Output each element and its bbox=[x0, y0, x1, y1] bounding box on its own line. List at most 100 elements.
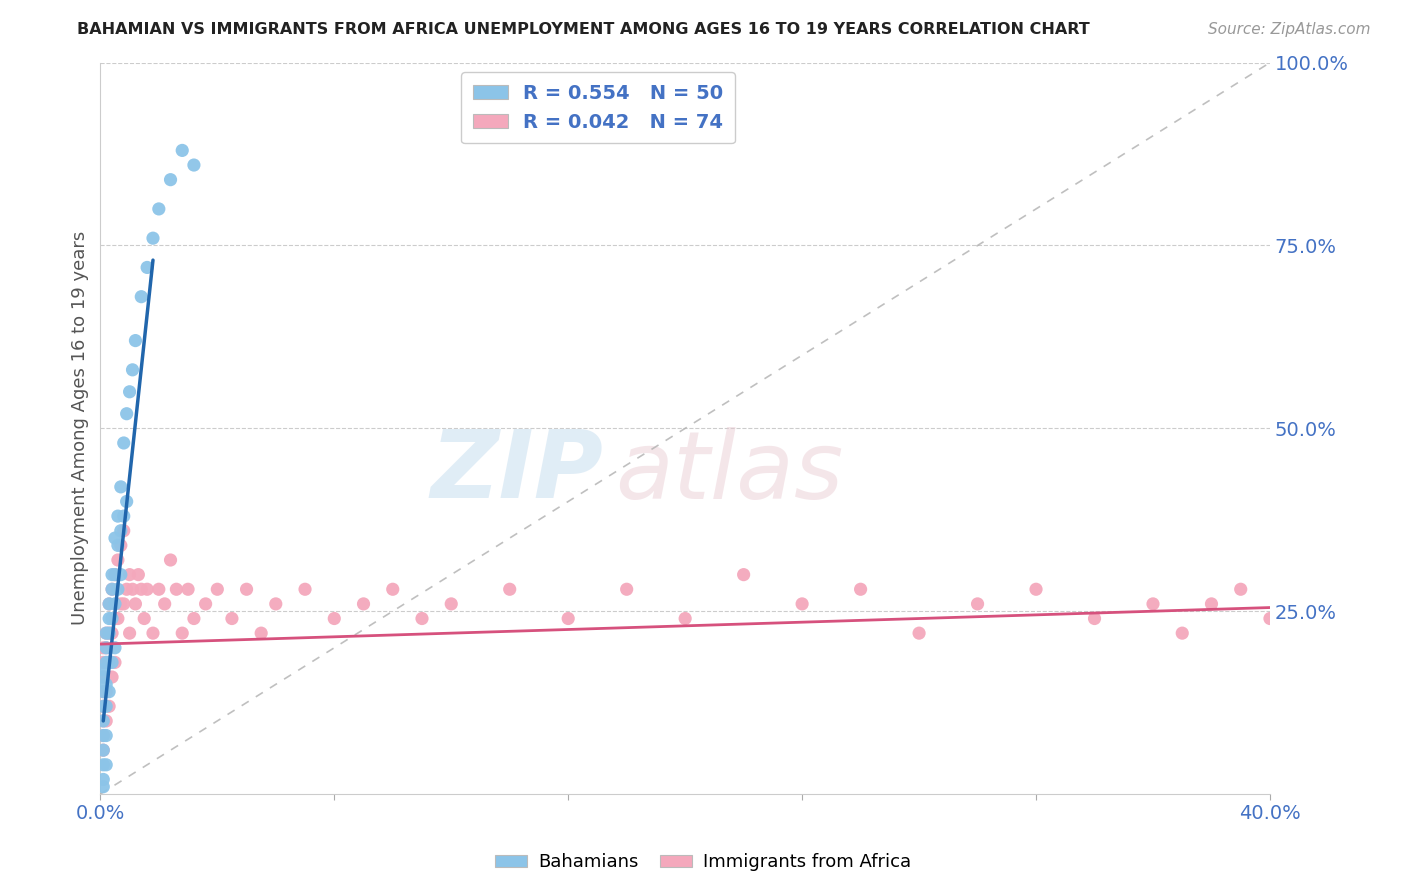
Point bbox=[440, 597, 463, 611]
Point bbox=[96, 729, 118, 743]
Point bbox=[264, 597, 287, 611]
Point bbox=[101, 582, 124, 597]
Point bbox=[121, 582, 143, 597]
Point bbox=[98, 626, 121, 640]
Text: Source: ZipAtlas.com: Source: ZipAtlas.com bbox=[1208, 22, 1371, 37]
Point bbox=[183, 158, 205, 172]
Point bbox=[118, 567, 141, 582]
Point bbox=[118, 626, 141, 640]
Point bbox=[91, 729, 114, 743]
Point bbox=[91, 684, 114, 698]
Point bbox=[790, 597, 813, 611]
Point bbox=[96, 757, 118, 772]
Point bbox=[98, 611, 121, 625]
Point bbox=[294, 582, 316, 597]
Point bbox=[134, 611, 156, 625]
Point bbox=[966, 597, 988, 611]
Point bbox=[323, 611, 346, 625]
Point bbox=[207, 582, 229, 597]
Point bbox=[110, 524, 132, 538]
Point bbox=[98, 597, 121, 611]
Point bbox=[557, 611, 579, 625]
Point bbox=[91, 656, 114, 670]
Point bbox=[101, 656, 124, 670]
Point bbox=[107, 553, 129, 567]
Point bbox=[101, 670, 124, 684]
Point bbox=[91, 684, 114, 698]
Point bbox=[104, 656, 127, 670]
Point bbox=[91, 780, 114, 794]
Point bbox=[1229, 582, 1251, 597]
Point bbox=[118, 384, 141, 399]
Legend: R = 0.554   N = 50, R = 0.042   N = 74: R = 0.554 N = 50, R = 0.042 N = 74 bbox=[461, 72, 735, 144]
Point bbox=[129, 290, 152, 304]
Point bbox=[136, 582, 159, 597]
Point bbox=[235, 582, 257, 597]
Point bbox=[101, 626, 124, 640]
Point bbox=[112, 509, 135, 524]
Point bbox=[98, 626, 121, 640]
Point bbox=[194, 597, 217, 611]
Point bbox=[91, 663, 114, 677]
Point bbox=[91, 714, 114, 728]
Point bbox=[1142, 597, 1164, 611]
Point bbox=[172, 626, 194, 640]
Point bbox=[91, 670, 114, 684]
Point bbox=[115, 494, 138, 508]
Point bbox=[221, 611, 243, 625]
Point bbox=[104, 611, 127, 625]
Point bbox=[124, 334, 146, 348]
Point bbox=[733, 567, 755, 582]
Point bbox=[96, 714, 118, 728]
Point bbox=[104, 640, 127, 655]
Point bbox=[96, 640, 118, 655]
Point bbox=[142, 231, 165, 245]
Point bbox=[411, 611, 433, 625]
Text: BAHAMIAN VS IMMIGRANTS FROM AFRICA UNEMPLOYMENT AMONG AGES 16 TO 19 YEARS CORREL: BAHAMIAN VS IMMIGRANTS FROM AFRICA UNEMP… bbox=[77, 22, 1090, 37]
Point bbox=[1025, 582, 1047, 597]
Point bbox=[1258, 611, 1281, 625]
Point bbox=[91, 772, 114, 787]
Point bbox=[98, 656, 121, 670]
Point bbox=[673, 611, 696, 625]
Point bbox=[115, 407, 138, 421]
Point bbox=[91, 714, 114, 728]
Point bbox=[107, 538, 129, 552]
Text: atlas: atlas bbox=[614, 426, 844, 517]
Point bbox=[1201, 597, 1223, 611]
Point bbox=[499, 582, 522, 597]
Point bbox=[91, 743, 114, 757]
Point bbox=[98, 684, 121, 698]
Point bbox=[91, 699, 114, 714]
Point bbox=[849, 582, 872, 597]
Point bbox=[353, 597, 375, 611]
Y-axis label: Unemployment Among Ages 16 to 19 years: Unemployment Among Ages 16 to 19 years bbox=[72, 231, 89, 625]
Point bbox=[127, 567, 149, 582]
Point bbox=[159, 172, 181, 186]
Point bbox=[96, 677, 118, 691]
Point bbox=[98, 699, 121, 714]
Point bbox=[112, 597, 135, 611]
Point bbox=[148, 202, 170, 216]
Point bbox=[104, 531, 127, 545]
Point bbox=[91, 743, 114, 757]
Point bbox=[104, 597, 127, 611]
Point bbox=[96, 640, 118, 655]
Point bbox=[1171, 626, 1194, 640]
Point bbox=[1083, 611, 1105, 625]
Point bbox=[121, 363, 143, 377]
Point bbox=[165, 582, 187, 597]
Point bbox=[112, 524, 135, 538]
Point bbox=[129, 582, 152, 597]
Point bbox=[107, 509, 129, 524]
Point bbox=[96, 656, 118, 670]
Legend: Bahamians, Immigrants from Africa: Bahamians, Immigrants from Africa bbox=[488, 847, 918, 879]
Point bbox=[110, 567, 132, 582]
Point bbox=[104, 567, 127, 582]
Point bbox=[101, 611, 124, 625]
Point bbox=[91, 757, 114, 772]
Point bbox=[98, 597, 121, 611]
Point bbox=[110, 538, 132, 552]
Point bbox=[112, 436, 135, 450]
Point bbox=[153, 597, 176, 611]
